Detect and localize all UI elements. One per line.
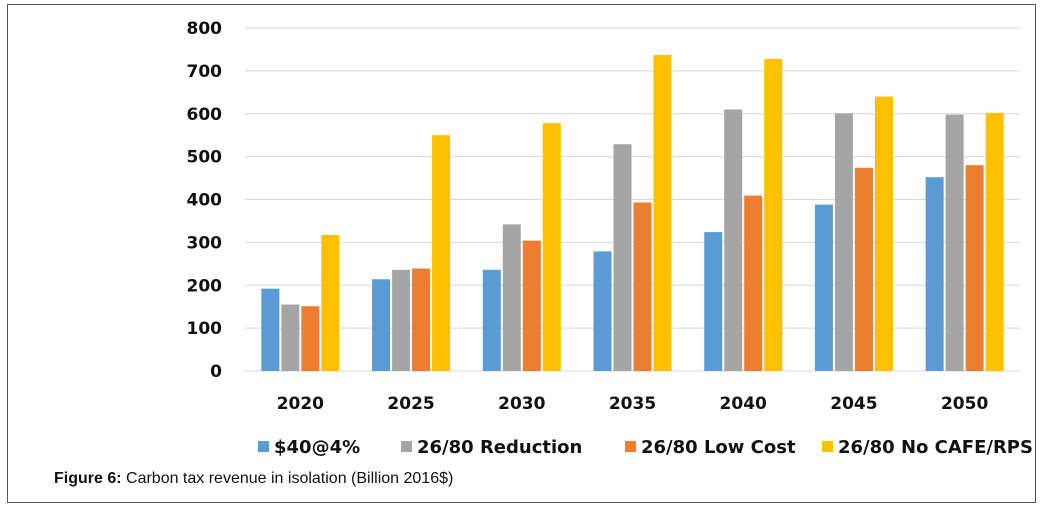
y-tick-label: 100 bbox=[187, 319, 223, 339]
bar bbox=[854, 167, 873, 371]
bar bbox=[613, 144, 632, 371]
bar bbox=[392, 269, 411, 371]
x-tick-label: 2025 bbox=[387, 394, 434, 414]
bar bbox=[653, 55, 672, 371]
y-tick-label: 600 bbox=[187, 105, 223, 125]
legend-label: 26/80 No CAFE/RPS bbox=[838, 437, 1033, 458]
bar bbox=[261, 288, 280, 371]
figure-caption: Figure 6: Carbon tax revenue in isolatio… bbox=[54, 470, 453, 488]
bar bbox=[482, 269, 501, 371]
bar bbox=[522, 240, 541, 371]
y-tick-label: 200 bbox=[187, 276, 223, 296]
y-tick-label: 400 bbox=[187, 191, 223, 211]
bar bbox=[321, 235, 340, 371]
y-tick-label: 0 bbox=[210, 362, 222, 382]
x-tick-label: 2035 bbox=[609, 394, 656, 414]
bar bbox=[874, 96, 893, 371]
bar bbox=[724, 109, 743, 372]
bar bbox=[281, 304, 300, 371]
bar bbox=[502, 224, 521, 371]
bar bbox=[412, 268, 431, 371]
bar bbox=[542, 123, 561, 372]
legend-label: 26/80 Reduction bbox=[417, 437, 582, 458]
caption-label: Figure 6: bbox=[54, 470, 122, 487]
legend-label: 26/80 Low Cost bbox=[641, 437, 796, 458]
y-tick-label: 700 bbox=[187, 62, 223, 82]
legend-swatch bbox=[401, 441, 412, 452]
y-tick-label: 300 bbox=[187, 233, 223, 253]
bar bbox=[985, 112, 1004, 371]
bar bbox=[633, 202, 652, 371]
bar bbox=[744, 195, 763, 371]
bar bbox=[925, 177, 944, 371]
bar bbox=[704, 232, 723, 371]
bar bbox=[432, 135, 451, 371]
x-tick-label: 2050 bbox=[941, 394, 988, 414]
bar bbox=[965, 165, 984, 371]
bar bbox=[764, 58, 783, 372]
bar bbox=[945, 114, 964, 372]
y-tick-label: 800 bbox=[187, 19, 223, 39]
legend-swatch bbox=[258, 441, 269, 452]
legend-label: $40@4% bbox=[274, 437, 360, 458]
bar bbox=[593, 251, 612, 371]
bar bbox=[372, 279, 391, 371]
y-tick-label: 500 bbox=[187, 148, 223, 168]
legend-swatch bbox=[625, 441, 636, 452]
x-tick-label: 2040 bbox=[720, 394, 767, 414]
bar bbox=[834, 113, 853, 371]
legend-swatch bbox=[822, 441, 833, 452]
bar bbox=[814, 204, 833, 371]
bar-chart: 0 100 200 300 400 500 600 700 800 2020 2025 2030 203… bbox=[187, 19, 1033, 458]
x-tick-label: 2030 bbox=[498, 394, 545, 414]
bar bbox=[301, 306, 320, 371]
x-tick-label: 2045 bbox=[830, 394, 877, 414]
caption-text: Carbon tax revenue in isolation (Billion… bbox=[121, 470, 454, 487]
x-tick-label: 2020 bbox=[277, 394, 324, 414]
